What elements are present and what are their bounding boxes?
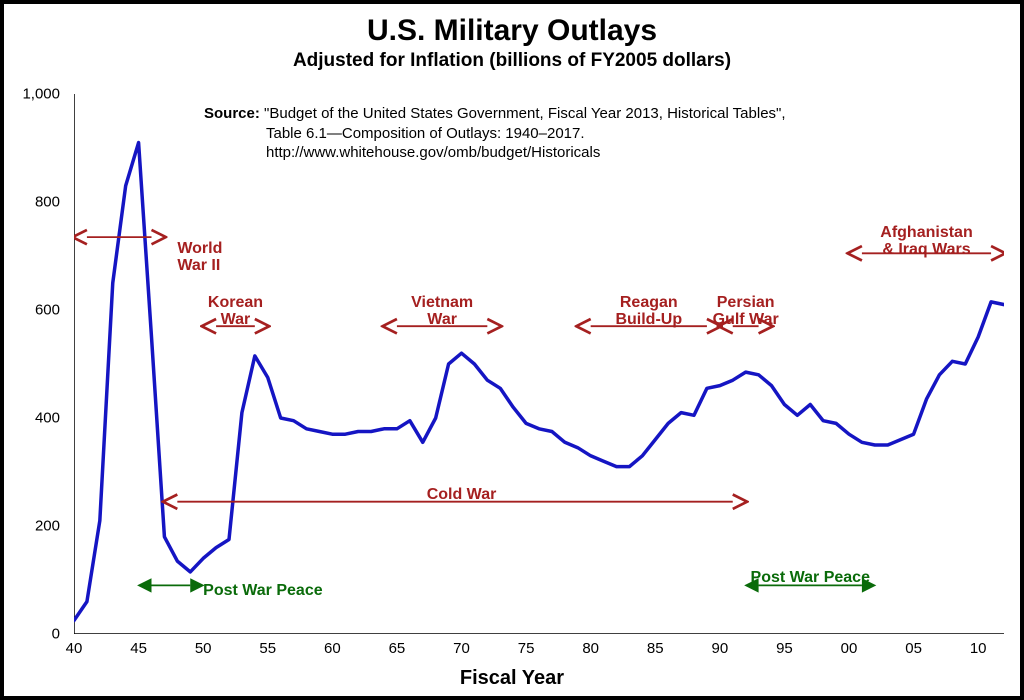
chart-title: U.S. Military Outlays <box>4 14 1020 48</box>
chart-frame: U.S. Military Outlays Adjusted for Infla… <box>0 0 1024 700</box>
x-tick-label: 10 <box>958 640 998 657</box>
x-tick-label: 70 <box>442 640 482 657</box>
annotation-gulf: PersianGulf War <box>713 294 779 329</box>
y-tick-label: 800 <box>10 194 60 211</box>
x-tick-label: 90 <box>700 640 740 657</box>
annotation-reagan: ReaganBuild-Up <box>615 294 682 329</box>
x-tick-label: 50 <box>183 640 223 657</box>
x-tick-label: 00 <box>829 640 869 657</box>
x-axis-label: Fiscal Year <box>4 667 1020 690</box>
y-tick-label: 0 <box>10 626 60 643</box>
y-tick-label: 1,000 <box>10 86 60 103</box>
x-tick-label: 80 <box>571 640 611 657</box>
annotation-postwar2: Post War Peace <box>751 569 870 587</box>
y-tick-label: 600 <box>10 302 60 319</box>
x-tick-label: 95 <box>764 640 804 657</box>
x-tick-label: 40 <box>54 640 94 657</box>
x-tick-label: 60 <box>312 640 352 657</box>
y-tick-label: 400 <box>10 410 60 427</box>
annotation-korean: KoreanWar <box>208 294 263 329</box>
x-tick-label: 45 <box>119 640 159 657</box>
x-tick-label: 65 <box>377 640 417 657</box>
annotation-postwar1: Post War Peace <box>203 582 322 600</box>
annotation-ww2: WorldWar II <box>177 240 222 275</box>
x-tick-label: 75 <box>506 640 546 657</box>
x-tick-label: 85 <box>635 640 675 657</box>
y-tick-label: 200 <box>10 518 60 535</box>
plot-area <box>74 94 1004 634</box>
annotation-afghan: Afghanistan& Iraq Wars <box>880 224 972 259</box>
annotation-vietnam: VietnamWar <box>411 294 473 329</box>
x-tick-label: 05 <box>894 640 934 657</box>
annotation-coldwar: Cold War <box>427 486 497 504</box>
chart-subtitle: Adjusted for Inflation (billions of FY20… <box>4 50 1020 72</box>
x-tick-label: 55 <box>248 640 288 657</box>
